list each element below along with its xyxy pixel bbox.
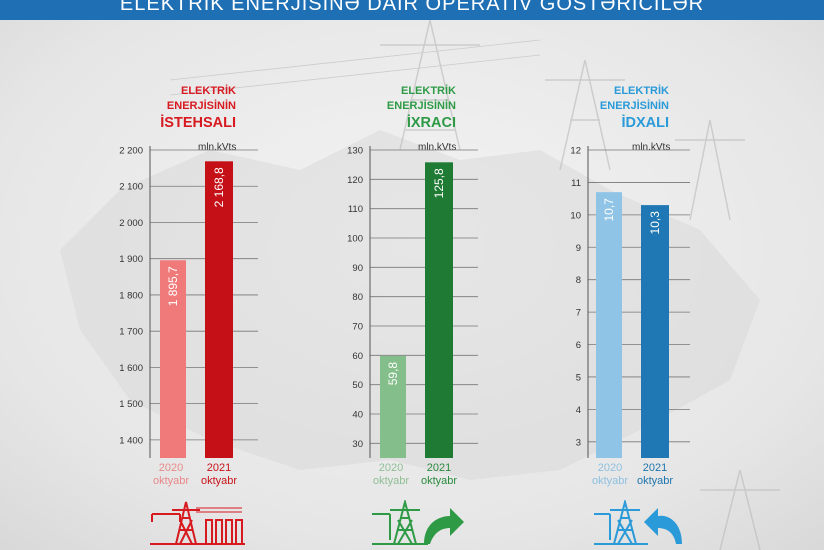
y-tick-label: 6	[576, 340, 581, 351]
bar-value-label: 10,7	[602, 198, 616, 222]
unit-production: mln.kVts	[198, 142, 237, 153]
y-tick-label: 3	[576, 437, 581, 448]
y-tick-label: 11	[571, 178, 581, 189]
header-banner: ELEKTRİK ENERJİSİNƏ DAİR OPERATİV GÖSTƏR…	[0, 0, 824, 20]
y-tick-label: 2 000	[119, 218, 143, 229]
y-tick-label: 1 500	[119, 399, 143, 410]
month-label: oktyabr	[200, 475, 238, 487]
month-label: oktyabr	[372, 475, 410, 487]
title-line-1: ELEKTRİK	[401, 85, 456, 97]
y-tick-label: 80	[352, 292, 363, 303]
category-label-2021: 2021 oktyabr	[413, 462, 465, 488]
unit-import: mln.kVts	[632, 142, 671, 153]
category-label-2020: 2020 oktyabr	[146, 462, 196, 488]
y-tick-label: 2 100	[119, 182, 143, 193]
title-line-1: ELEKTRİK	[614, 85, 669, 97]
y-tick-label: 7	[576, 308, 581, 319]
title-line-3: İSTEHSALI	[160, 115, 236, 131]
y-tick-label: 100	[347, 234, 363, 245]
month-label: oktyabr	[591, 475, 629, 487]
bar	[641, 205, 669, 458]
y-tick-label: 1 800	[119, 290, 143, 301]
y-tick-label: 10	[570, 210, 581, 221]
bar-value-label: 1 895,7	[166, 266, 180, 306]
y-tick-label: 110	[348, 204, 363, 215]
y-tick-label: 1 900	[119, 254, 143, 265]
power-plant-icon	[150, 501, 245, 545]
page-title: ELEKTRİK ENERJİSİNƏ DAİR OPERATİV GÖSTƏR…	[119, 0, 705, 15]
title-line-3: İDXALI	[621, 115, 669, 131]
category-label-2020: 2020 oktyabr	[585, 462, 635, 488]
bar	[425, 162, 453, 458]
year-label: 2021	[642, 462, 668, 474]
y-tick-label: 50	[352, 380, 363, 391]
category-label-2021: 2021 oktyabr	[629, 462, 681, 488]
y-tick-label: 9	[576, 243, 581, 254]
title-export: ELEKTRİK ENERJİSİNİN İXRACI	[387, 84, 456, 132]
bar	[596, 192, 622, 458]
y-tick-label: 120	[347, 175, 363, 186]
year-label: 2021	[426, 462, 452, 474]
bar	[160, 260, 186, 458]
category-label-2021: 2021 oktyabr	[193, 462, 245, 488]
y-tick-label: 1 400	[119, 435, 143, 446]
y-tick-label: 5	[576, 372, 581, 383]
y-tick-label: 1 600	[119, 363, 143, 374]
month-label: oktyabr	[636, 475, 674, 487]
title-import: ELEKTRİK ENERJİSİNİN İDXALI	[600, 84, 669, 132]
y-tick-label: 130	[347, 146, 363, 157]
y-tick-label: 90	[352, 263, 363, 274]
import-tower-icon	[594, 500, 682, 545]
year-label: 2021	[206, 462, 232, 474]
title-line-2: ENERJİSİNİN	[599, 100, 669, 112]
y-tick-label: 12	[570, 146, 581, 157]
export-tower-icon	[372, 500, 464, 545]
bar	[380, 355, 406, 458]
unit-export: mln.kVts	[418, 142, 457, 153]
bar	[205, 161, 233, 458]
bar-value-label: 2 168,8	[212, 167, 226, 207]
title-line-2: ENERJİSİNİN	[166, 100, 236, 112]
title-production: ELEKTRİK ENERJİSİNİN İSTEHSALI	[160, 84, 236, 132]
year-label: 2020	[378, 462, 404, 474]
y-tick-label: 8	[576, 275, 581, 286]
title-line-1: ELEKTRİK	[181, 85, 236, 97]
bar-value-label: 59,8	[386, 362, 400, 386]
pylon-silhouettes	[169, 19, 780, 550]
y-tick-label: 70	[352, 322, 363, 333]
month-label: oktyabr	[152, 475, 190, 487]
year-label: 2020	[597, 462, 623, 474]
y-tick-label: 2 200	[119, 146, 143, 157]
bar-value-label: 10,3	[648, 211, 662, 235]
y-tick-label: 40	[352, 410, 363, 421]
map-silhouette	[60, 130, 760, 480]
bar-value-label: 125,8	[432, 168, 446, 198]
y-tick-label: 4	[576, 405, 581, 416]
category-label-2020: 2020 oktyabr	[366, 462, 416, 488]
title-line-3: İXRACI	[406, 115, 456, 131]
title-line-2: ENERJİSİNİN	[386, 100, 456, 112]
year-label: 2020	[158, 462, 184, 474]
month-label: oktyabr	[420, 475, 458, 487]
y-tick-label: 1 700	[119, 327, 143, 338]
y-tick-label: 60	[352, 351, 363, 362]
y-tick-label: 30	[352, 439, 363, 450]
